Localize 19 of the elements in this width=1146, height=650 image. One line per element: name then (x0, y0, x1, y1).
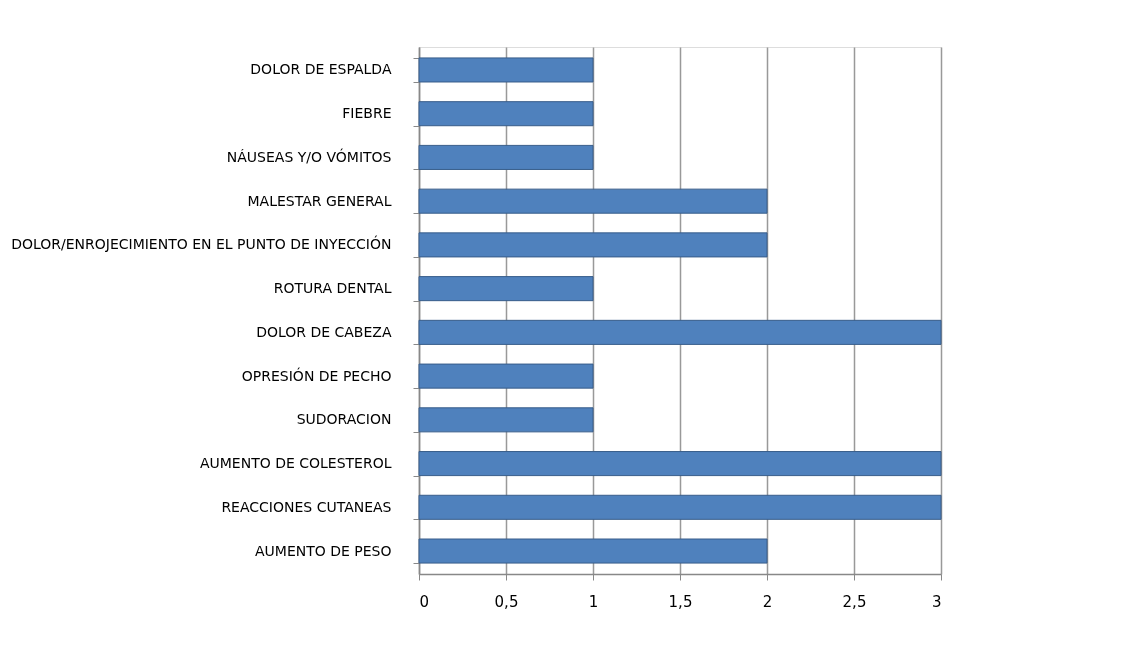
y-tick-label: DOLOR DE CABEZA (256, 323, 392, 340)
y-tick-label: AUMENTO DE COLESTEROL (199, 455, 392, 472)
y-tick-label: SUDORACION (296, 411, 392, 428)
y-tick-label: REACCIONES CUTANEAS (221, 498, 392, 515)
y-tick-label: AUMENTO DE PESO (254, 542, 392, 559)
x-tick-label: 2 (762, 592, 773, 611)
x-tick-label: 0,5 (494, 592, 519, 611)
y-tick-label: FIEBRE (342, 105, 392, 122)
y-tick-label: MALESTAR GENERAL (247, 192, 392, 209)
x-tick-label: 3 (931, 592, 942, 611)
y-tick-label: DOLOR DE ESPALDA (250, 61, 392, 78)
x-tick-label: 0 (419, 592, 430, 611)
x-tick-label: 1,5 (668, 592, 693, 611)
y-tick-label: OPRESIÓN DE PECHO (241, 366, 392, 384)
y-tick-label: NÁUSEAS Y/O VÓMITOS (226, 147, 392, 165)
x-tick-label: 1 (588, 592, 599, 611)
y-tick-label: ROTURA DENTAL (273, 280, 392, 297)
y-tick-label: DOLOR/ENROJECIMIENTO EN EL PUNTO DE INYECCIÓN (11, 235, 392, 253)
x-tick-label: 2,5 (842, 592, 867, 611)
